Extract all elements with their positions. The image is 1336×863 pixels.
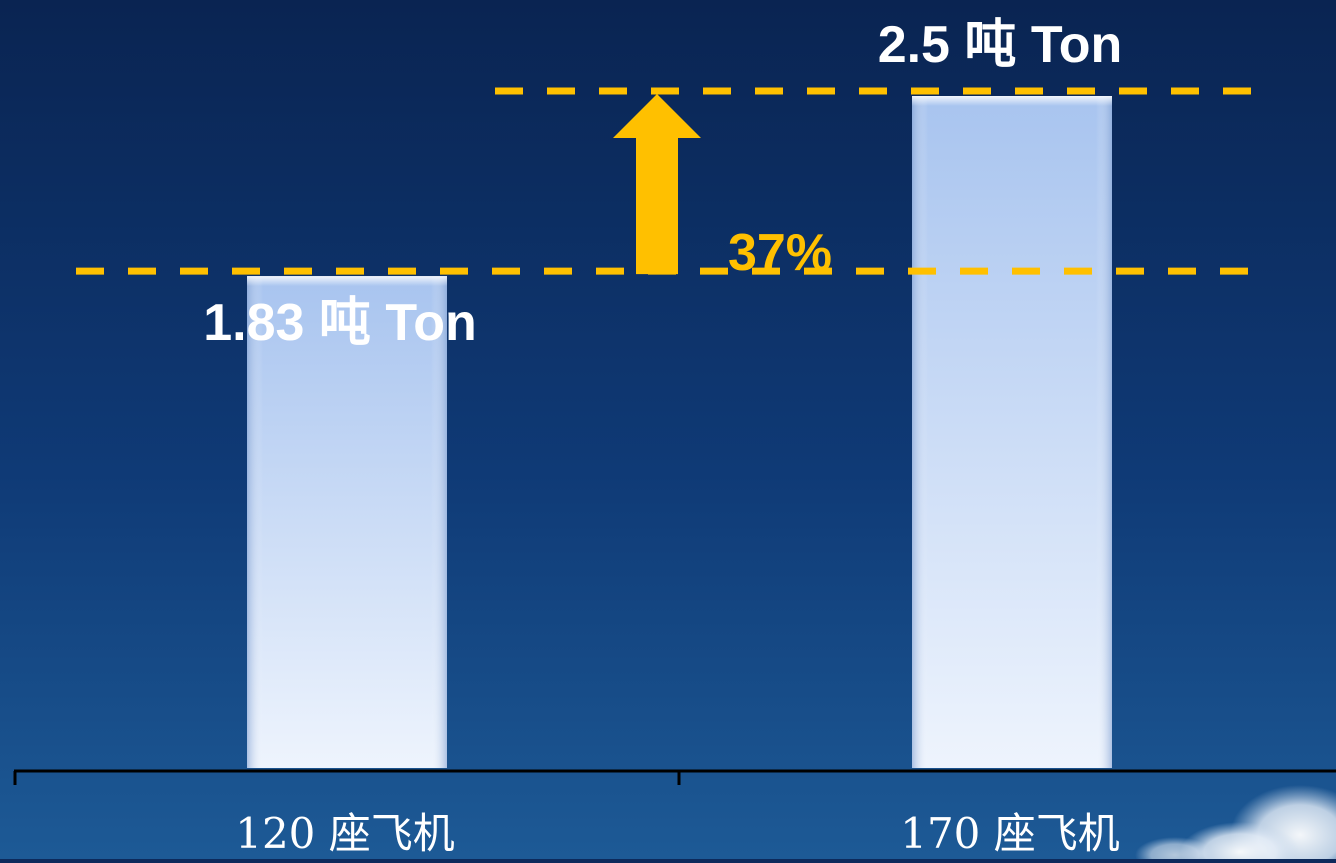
percent-increase-label: 37% — [728, 224, 832, 282]
category-label-1: 170 座飞机 — [900, 809, 1120, 858]
bars-layer — [247, 96, 1112, 768]
cloud-decoration — [1135, 785, 1336, 863]
bar-bevel-top-0 — [247, 276, 447, 287]
increase-arrow — [613, 94, 701, 275]
bar-bevel-side-0 — [247, 276, 447, 768]
data-label-bar-1: 2.5 吨 Ton — [878, 16, 1123, 74]
bar-0 — [247, 276, 447, 768]
bar-1 — [912, 96, 1112, 768]
category-label-0: 120 座飞机 — [235, 809, 455, 858]
data-label-bar-0: 1.83 吨 Ton — [203, 294, 477, 352]
arrow-up-icon — [613, 94, 701, 275]
bar-bevel-top-1 — [912, 96, 1112, 106]
x-axis — [13, 769, 1336, 785]
bar-bevel-side-1 — [912, 96, 1112, 768]
